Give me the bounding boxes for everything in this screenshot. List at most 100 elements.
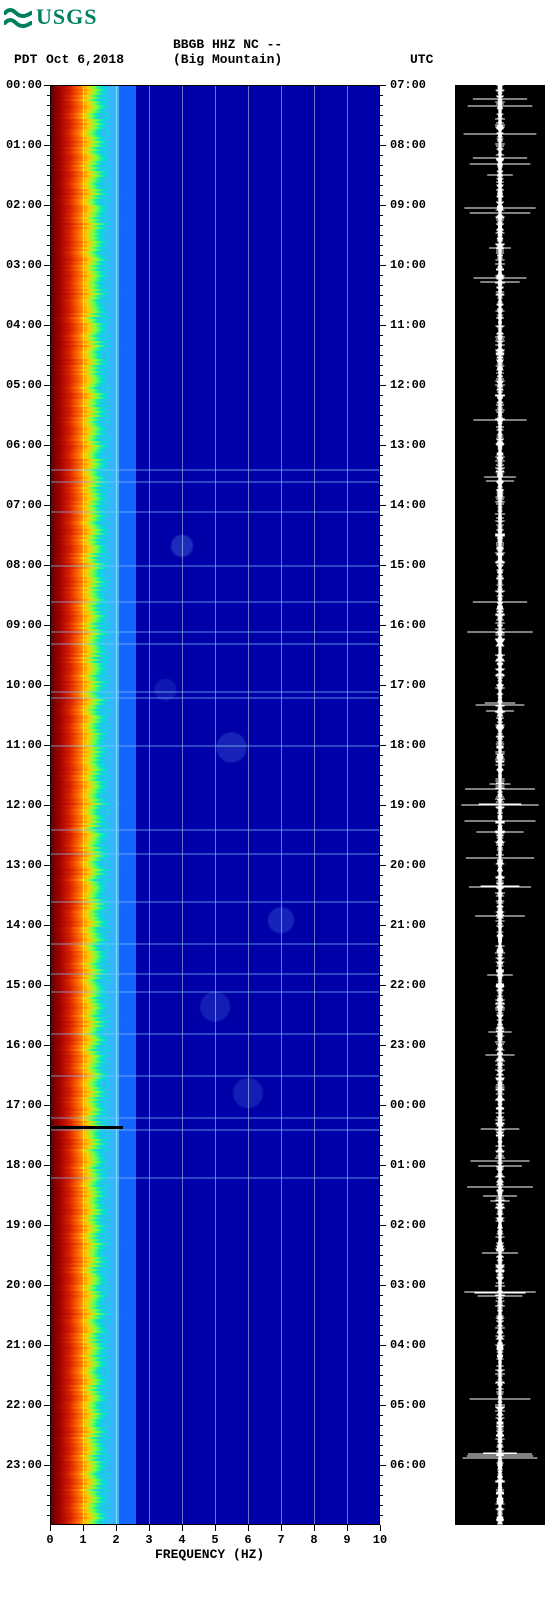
spectro-scanline <box>50 965 115 967</box>
spectro-scanline <box>50 1255 113 1257</box>
spectro-streak <box>50 745 380 747</box>
spectro-scanline <box>50 329 118 331</box>
pdt-tick <box>44 865 50 866</box>
utc-minor-tick <box>380 825 383 826</box>
utc-hour-label: 12:00 <box>390 378 426 392</box>
spectro-scanline <box>50 105 119 107</box>
pdt-minor-tick <box>47 165 50 166</box>
spectro-scanline <box>50 297 116 299</box>
pdt-minor-tick <box>47 1485 50 1486</box>
utc-hour-label: 21:00 <box>390 918 426 932</box>
utc-minor-tick <box>380 765 383 766</box>
spectro-scanline <box>50 765 115 767</box>
utc-minor-tick <box>380 845 383 846</box>
pdt-minor-tick <box>47 95 50 96</box>
utc-minor-tick <box>380 1005 383 1006</box>
spectro-scanline <box>50 1505 114 1507</box>
spectro-scanline <box>50 635 113 637</box>
spectro-scanline <box>50 973 121 975</box>
spectro-scanline <box>50 911 111 913</box>
spectro-scanline <box>50 201 112 203</box>
spectro-scanline <box>50 451 114 453</box>
utc-minor-tick <box>380 775 383 776</box>
spectro-scanline <box>50 353 112 355</box>
utc-hour-label: 18:00 <box>390 738 426 752</box>
utc-tick <box>380 445 386 446</box>
spectro-scanline <box>50 1519 115 1521</box>
spectro-scanline <box>50 1479 118 1481</box>
spectro-scanline <box>50 1299 114 1301</box>
utc-hour-label: 05:00 <box>390 1398 426 1412</box>
spectro-scanline <box>50 953 115 955</box>
utc-minor-tick <box>380 1295 383 1296</box>
spectro-scanline <box>50 1127 116 1129</box>
pdt-tick <box>44 265 50 266</box>
pdt-tick <box>44 85 50 86</box>
spectro-scanline <box>50 183 110 185</box>
spectro-scanline <box>50 889 116 891</box>
waveform-svg <box>455 85 545 1525</box>
spectro-scanline <box>50 1407 110 1409</box>
spectro-scanline <box>50 433 117 435</box>
spectro-scanline <box>50 463 119 465</box>
spectro-scanline <box>50 1247 117 1249</box>
spectro-scanline <box>50 295 113 297</box>
utc-minor-tick <box>380 955 383 956</box>
spectro-scanline <box>50 885 116 887</box>
spectro-scanline <box>50 171 119 173</box>
spectro-scanline <box>50 1031 112 1033</box>
spectro-scanline <box>50 743 114 745</box>
spectro-scanline <box>50 1291 117 1293</box>
spectro-scanline <box>50 169 110 171</box>
spectro-scanline <box>50 1195 119 1197</box>
spectro-scanline <box>50 1425 111 1427</box>
utc-minor-tick <box>380 935 383 936</box>
spectro-scanline <box>50 1079 114 1081</box>
spectro-streak <box>50 991 380 993</box>
spectro-scanline <box>50 479 114 481</box>
spectro-scanline <box>50 1237 109 1239</box>
spectro-scanline <box>50 391 112 393</box>
utc-tick <box>380 1465 386 1466</box>
spectro-scanline <box>50 1265 118 1267</box>
x-tick-label: 8 <box>310 1533 317 1547</box>
spectro-scanline <box>50 1481 116 1483</box>
pdt-minor-tick <box>47 1515 50 1516</box>
spectro-scanline <box>50 453 111 455</box>
pdt-minor-tick <box>47 815 50 816</box>
spectro-scanline <box>50 343 113 345</box>
spectro-scanline <box>50 809 110 811</box>
spectro-scanline <box>50 651 118 653</box>
utc-hour-label: 16:00 <box>390 618 426 632</box>
pdt-minor-tick <box>47 155 50 156</box>
spectro-streak <box>50 631 380 633</box>
spectro-scanline <box>50 385 113 387</box>
spectro-scanline <box>50 1465 118 1467</box>
spectro-scanline <box>50 409 115 411</box>
spectro-scanline <box>50 1043 117 1045</box>
spectro-scanline <box>50 737 117 739</box>
spectro-scanline <box>50 875 113 877</box>
utc-minor-tick <box>380 1085 383 1086</box>
spectro-scanline <box>50 271 117 273</box>
spectro-scanline <box>50 1369 113 1371</box>
spectro-scanline <box>50 1417 117 1419</box>
pdt-minor-tick <box>47 915 50 916</box>
spectro-scanline <box>50 877 114 879</box>
spectro-scanline <box>50 1375 115 1377</box>
utc-minor-tick <box>380 635 383 636</box>
utc-hour-label: 10:00 <box>390 258 426 272</box>
spectro-scanline <box>50 607 114 609</box>
spectro-scanline <box>50 845 110 847</box>
date: Oct 6,2018 <box>46 52 124 67</box>
spectro-scanline <box>50 813 111 815</box>
utc-minor-tick <box>380 475 383 476</box>
pdt-hour-label: 03:00 <box>2 258 42 272</box>
utc-minor-tick <box>380 435 383 436</box>
spectro-scanline <box>50 1483 119 1485</box>
spectro-scanline <box>50 947 113 949</box>
spectro-scanline <box>50 1245 114 1247</box>
spectro-scanline <box>50 723 111 725</box>
spectro-scanline <box>50 937 116 939</box>
spectro-scanline <box>50 203 111 205</box>
